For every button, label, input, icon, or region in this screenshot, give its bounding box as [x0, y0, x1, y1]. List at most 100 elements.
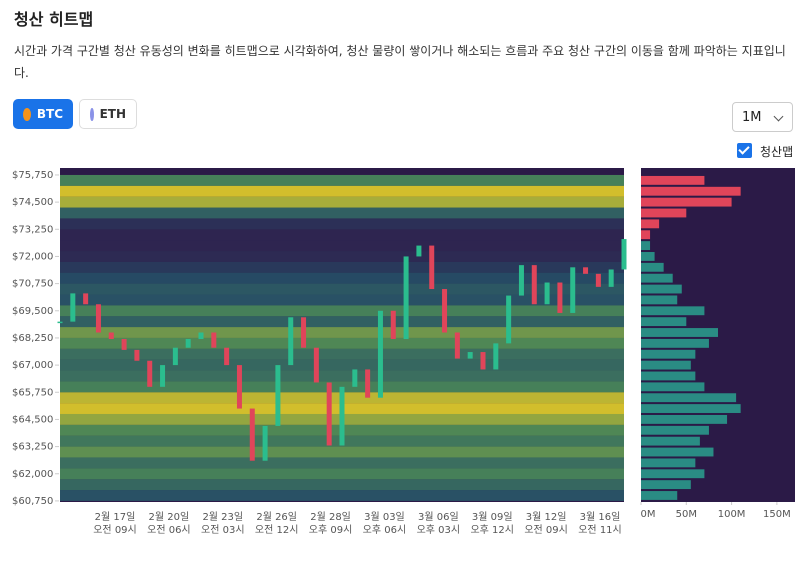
heat-band	[60, 490, 624, 501]
profile-bar	[641, 317, 687, 327]
heat-band	[60, 174, 624, 186]
profile-bar	[641, 219, 660, 229]
y-tick-label: $60,750	[12, 496, 53, 507]
candle	[621, 239, 627, 270]
candle	[95, 304, 101, 333]
x-tick-time: 오전 03시	[201, 524, 245, 536]
candle	[518, 265, 524, 296]
x-tick-date: 2월 17일	[95, 511, 136, 523]
profile-bar	[641, 175, 705, 185]
x-tick-time: 오후 09시	[309, 524, 353, 536]
heat-band	[60, 218, 624, 230]
profile-bar	[641, 469, 705, 479]
heat-band	[60, 251, 624, 262]
profile-bar	[641, 208, 687, 218]
candle	[493, 343, 499, 370]
candle	[390, 310, 396, 340]
heat-band	[60, 261, 624, 273]
x-tick-time: 오후 03시	[417, 524, 461, 536]
heat-band	[60, 185, 624, 197]
candle	[403, 256, 409, 340]
profile-bar	[641, 197, 732, 207]
profile-bar	[641, 393, 737, 403]
checkbox[interactable]	[737, 143, 752, 158]
heat-band	[60, 229, 624, 241]
candle	[480, 352, 486, 370]
heat-band	[60, 370, 624, 382]
candle	[198, 332, 204, 340]
profile-bar	[641, 306, 705, 316]
x-tick-date: 3월 06일	[418, 511, 459, 523]
candle	[262, 425, 268, 461]
heat-band	[60, 207, 624, 219]
y-tick-label: $73,250	[12, 224, 53, 235]
profile-bar	[641, 328, 718, 337]
x-tick-time: 오전 06시	[147, 524, 191, 536]
candle	[249, 408, 255, 461]
candle	[121, 339, 127, 350]
candle	[608, 269, 614, 287]
x-tick-date: 2월 28일	[310, 511, 351, 523]
profile-bar	[641, 338, 709, 348]
x-tick-time: 오전 09시	[93, 524, 137, 536]
period-select[interactable]: 1M	[732, 102, 793, 132]
coin-button[interactable]: ETH	[79, 99, 137, 129]
y-tick-label: $74,500	[12, 197, 53, 208]
profile-bar	[641, 349, 696, 359]
candle	[172, 347, 178, 366]
y-tick-label: $69,500	[12, 306, 53, 317]
candle	[365, 369, 371, 398]
x-tick-date: 3월 09일	[472, 511, 513, 523]
profile-bar	[641, 284, 682, 294]
profile-bar	[641, 252, 655, 261]
profile-bar	[641, 480, 691, 490]
profile-bar	[641, 273, 673, 283]
heat-band	[60, 240, 624, 252]
profile-bar	[641, 262, 664, 272]
profile-tick-label: 50M	[676, 509, 697, 520]
x-tick-date: 2월 20일	[149, 511, 190, 523]
candle	[70, 293, 76, 322]
candle	[454, 332, 460, 359]
coin-label: BTC	[36, 107, 63, 121]
profile-bar	[641, 230, 651, 240]
candle	[570, 267, 576, 313]
candle	[313, 347, 319, 383]
y-tick-label: $63,250	[12, 442, 53, 453]
x-tick-date: 3월 16일	[580, 511, 621, 523]
profile-bar	[641, 436, 700, 446]
candle	[83, 293, 89, 305]
profile-bar	[641, 491, 678, 500]
heat-band	[60, 305, 624, 317]
candle	[134, 349, 140, 361]
candle	[236, 365, 242, 409]
y-tick-label: $68,250	[12, 333, 53, 344]
heat-band	[60, 446, 624, 458]
profile-tick-label: 0M	[641, 509, 656, 520]
candle	[506, 295, 512, 344]
y-tick-label: $64,500	[12, 414, 53, 425]
y-tick-label: $72,000	[12, 251, 53, 262]
description: 시간과 가격 구간별 청산 유동성의 변화를 히트맵으로 시각화하여, 청산 물…	[14, 44, 786, 80]
profile-bar	[641, 404, 741, 413]
y-tick-label: $67,000	[12, 360, 53, 371]
y-tick-label: $75,750	[12, 170, 53, 181]
candle	[108, 332, 114, 340]
x-tick-date: 2월 23일	[202, 511, 243, 523]
x-tick-date: 3월 12일	[526, 511, 567, 523]
candle	[288, 317, 294, 366]
heat-band	[60, 316, 624, 328]
candle	[160, 365, 166, 387]
y-tick-label: $70,750	[12, 279, 53, 290]
heat-band	[60, 283, 624, 295]
y-tick-label: $65,750	[12, 387, 53, 398]
candle	[467, 352, 473, 359]
candle	[326, 382, 332, 446]
candle	[147, 360, 153, 387]
candle	[352, 369, 358, 387]
coin-button[interactable]: BTC	[13, 99, 73, 129]
heat-band	[60, 468, 624, 480]
x-tick-time: 오전 12시	[255, 524, 299, 536]
y-tick-label: $62,000	[12, 469, 53, 480]
